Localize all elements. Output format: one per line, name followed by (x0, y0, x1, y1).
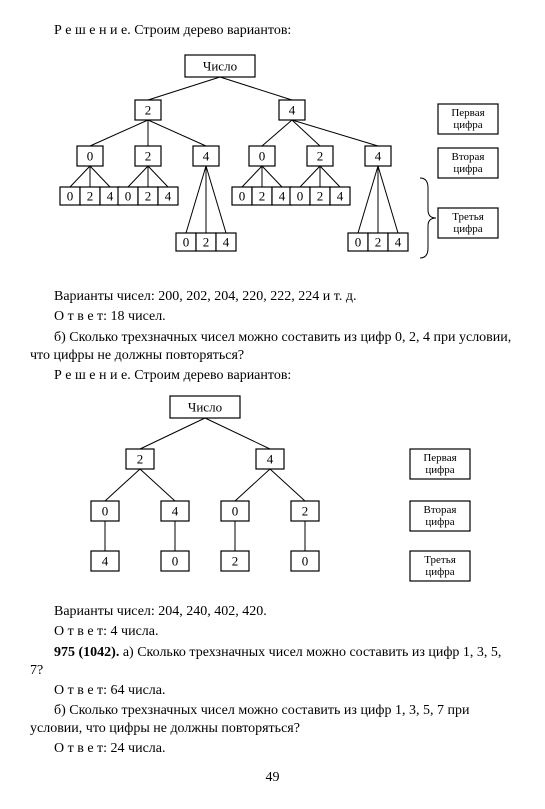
tree-diagram-1: Число24024024024024024024024024Перваяциф… (30, 48, 515, 278)
svg-text:4: 4 (165, 189, 172, 204)
svg-text:Третья: Третья (424, 554, 456, 566)
answer-3: О т в е т: 64 числа. (30, 682, 515, 700)
svg-text:2: 2 (375, 235, 382, 250)
svg-text:0: 0 (125, 189, 132, 204)
svg-text:0: 0 (259, 149, 266, 164)
solution-heading-1: Р е ш е н и е. Строим дерево вариантов: (30, 22, 515, 40)
svg-text:Число: Число (203, 59, 237, 74)
svg-text:4: 4 (172, 504, 179, 519)
problem-b1: б) Сколько трехзначных чисел можно соста… (30, 329, 515, 365)
svg-text:0: 0 (102, 504, 109, 519)
svg-text:0: 0 (87, 149, 94, 164)
svg-text:цифра: цифра (425, 566, 454, 578)
problem-975: 975 (1042). а) Сколько трехзначных чисел… (30, 644, 515, 680)
svg-text:2: 2 (203, 235, 210, 250)
svg-text:0: 0 (355, 235, 362, 250)
svg-text:цифра: цифра (425, 464, 454, 476)
svg-text:Первая: Первая (451, 107, 484, 119)
svg-text:4: 4 (267, 452, 274, 467)
solution-heading-2: Р е ш е н и е. Строим дерево вариантов: (30, 367, 515, 385)
svg-text:0: 0 (183, 235, 190, 250)
svg-text:2: 2 (137, 452, 144, 467)
svg-text:4: 4 (223, 235, 230, 250)
svg-text:4: 4 (289, 103, 296, 118)
svg-text:2: 2 (145, 149, 152, 164)
svg-text:цифра: цифра (425, 516, 454, 528)
svg-text:2: 2 (259, 189, 266, 204)
svg-text:2: 2 (87, 189, 94, 204)
svg-text:4: 4 (337, 189, 344, 204)
svg-text:0: 0 (297, 189, 304, 204)
variants-1: Варианты чисел: 200, 202, 204, 220, 222,… (30, 288, 515, 306)
svg-text:4: 4 (107, 189, 114, 204)
answer-4: О т в е т: 24 числа. (30, 740, 515, 758)
svg-text:Вторая: Вторая (424, 504, 457, 516)
svg-text:0: 0 (67, 189, 74, 204)
svg-text:Вторая: Вторая (452, 151, 485, 163)
answer-1: О т в е т: 18 чисел. (30, 308, 515, 326)
svg-text:цифра: цифра (453, 119, 482, 131)
svg-text:2: 2 (232, 554, 239, 569)
svg-text:цифра: цифра (453, 163, 482, 175)
problem-number: 975 (1042). (54, 645, 119, 660)
svg-text:2: 2 (145, 103, 152, 118)
svg-text:0: 0 (232, 504, 239, 519)
problem-b2: б) Сколько трехзначных чисел можно соста… (30, 702, 515, 738)
svg-text:2: 2 (317, 149, 324, 164)
svg-text:4: 4 (375, 149, 382, 164)
variants-2: Варианты чисел: 204, 240, 402, 420. (30, 603, 515, 621)
svg-text:0: 0 (172, 554, 179, 569)
svg-text:цифра: цифра (453, 223, 482, 235)
answer-2: О т в е т: 4 числа. (30, 623, 515, 641)
tree-diagram-2: Число2404024020ПерваяцифраВтораяцифраТре… (30, 393, 515, 593)
svg-text:2: 2 (317, 189, 324, 204)
svg-text:2: 2 (145, 189, 152, 204)
svg-text:Третья: Третья (452, 211, 484, 223)
svg-text:4: 4 (102, 554, 109, 569)
svg-text:Число: Число (188, 400, 222, 415)
svg-text:4: 4 (279, 189, 286, 204)
page-number: 49 (30, 769, 515, 787)
svg-text:4: 4 (203, 149, 210, 164)
svg-text:0: 0 (239, 189, 246, 204)
svg-text:Первая: Первая (423, 452, 456, 464)
svg-text:0: 0 (302, 554, 309, 569)
svg-text:4: 4 (395, 235, 402, 250)
svg-text:2: 2 (302, 504, 309, 519)
